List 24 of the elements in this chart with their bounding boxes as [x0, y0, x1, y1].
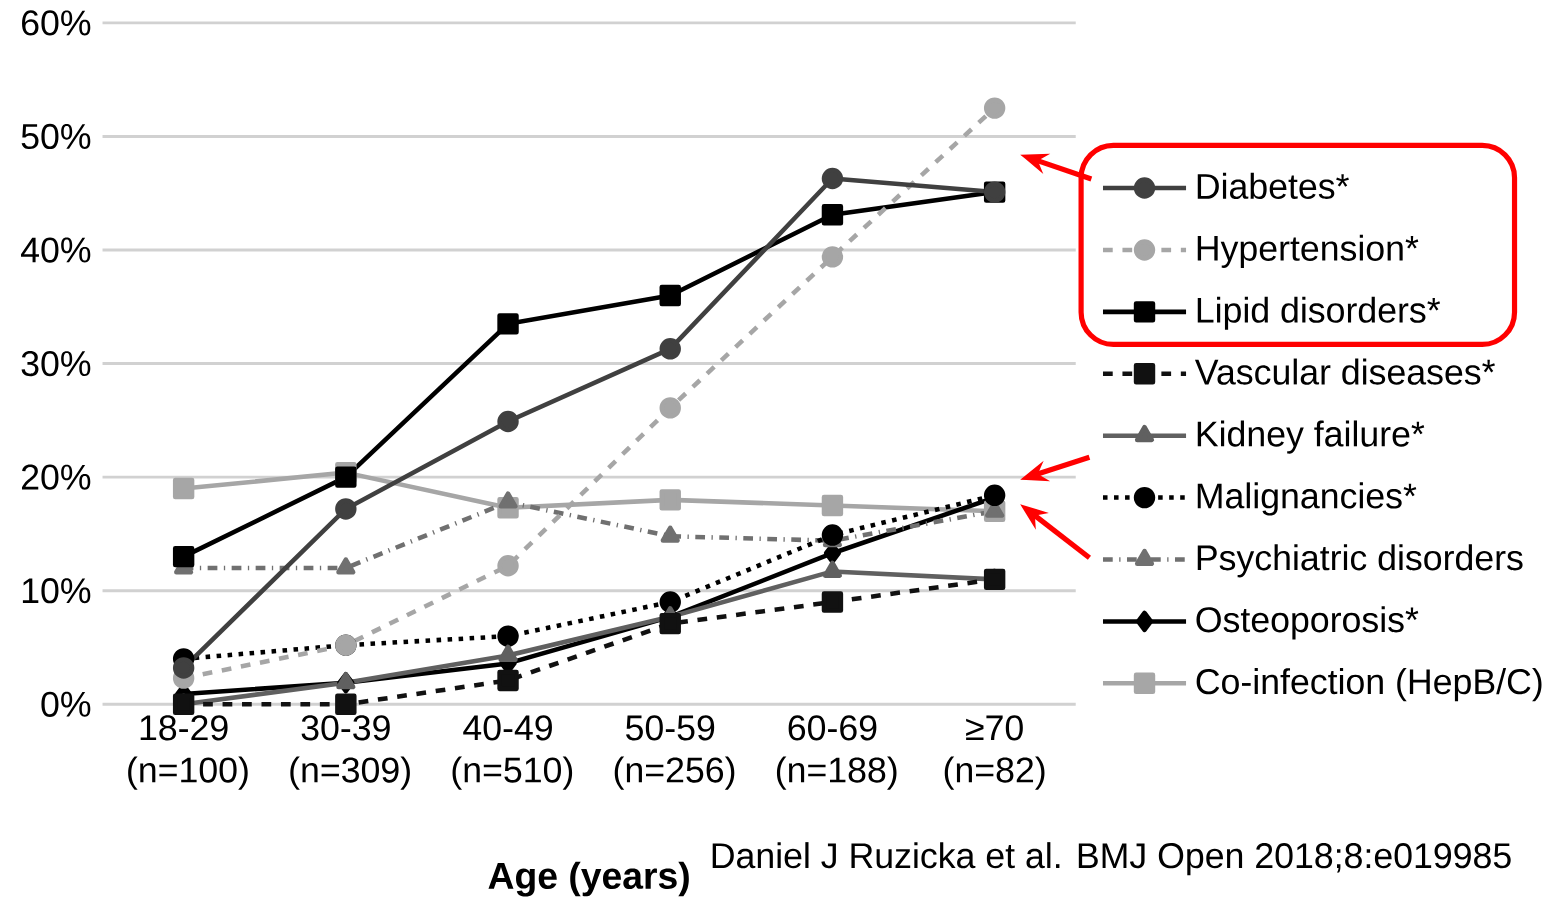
text: Daniel J Ruzicka et al. BMJ Open 2018;8:e019985 — [712, 842, 1511, 876]
x-tick-label: 40-49 (n=510) — [452, 715, 573, 790]
x-tick-label: 50-59 (n=256) — [614, 715, 735, 790]
legend-label: Hypertension* — [1197, 234, 1419, 269]
y-tick-label: 0% — [41, 691, 91, 717]
x-axis-title: Age (years) — [488, 861, 689, 897]
y-tick-label: 40% — [21, 237, 91, 263]
x-tick-label: 18-29 (n=100) — [128, 715, 248, 790]
legend-label: Lipid disorders* — [1197, 296, 1441, 330]
legend-label: Osteoporosis* — [1196, 606, 1419, 640]
legend-label: Psychiatric disorders — [1197, 544, 1523, 578]
legend-label: Diabetes* — [1197, 172, 1349, 200]
legend-label: Co-infection (HepB/C) — [1196, 668, 1542, 702]
y-tick-label: 20% — [21, 464, 91, 490]
y-tick-label: 10% — [22, 578, 91, 604]
legend-label: Vascular diseases* — [1194, 358, 1495, 385]
y-tick-label: 60% — [22, 10, 91, 36]
legend-label: Malignancies* — [1197, 482, 1417, 516]
y-tick-label: 30% — [21, 351, 91, 377]
x-tick-label: ≥70 (n=82) — [944, 715, 1045, 790]
x-tick-label: 30-39 (n=309) — [290, 715, 410, 790]
y-tick-label: 50% — [21, 123, 91, 150]
legend-label: Kidney failure* — [1197, 420, 1425, 454]
x-tick-label: 60-69 (n=188) — [776, 715, 897, 790]
